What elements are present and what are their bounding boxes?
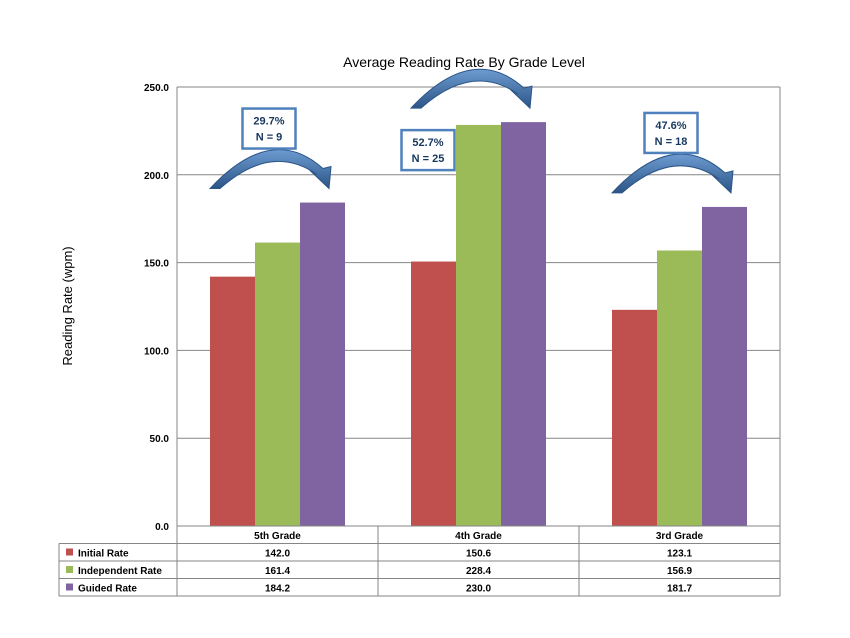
y-axis-label: Reading Rate (wpm) <box>60 246 75 365</box>
x-tick-label: 5th Grade <box>254 531 301 542</box>
legend-entry: Initial Rate <box>78 549 129 560</box>
y-tick-label: 50.0 <box>150 434 170 445</box>
y-tick-label: 250.0 <box>144 83 169 94</box>
bar <box>657 250 702 527</box>
legend-swatch <box>66 548 73 556</box>
annotation-box <box>400 128 456 172</box>
annotation-box <box>643 111 699 155</box>
bar <box>210 276 255 526</box>
curved-arrow-icon <box>208 149 332 190</box>
y-tick-label: 150.0 <box>144 259 169 270</box>
bar <box>456 124 501 527</box>
bar <box>411 261 456 526</box>
annotation-percent: 29.7% <box>253 116 284 128</box>
bars <box>210 122 747 527</box>
data-label: 123.1 <box>667 549 692 560</box>
legend-swatch <box>66 583 73 591</box>
data-label: 156.9 <box>667 566 692 577</box>
annotation-n: N = 18 <box>655 136 688 148</box>
bar <box>300 202 345 526</box>
data-label: 184.2 <box>265 584 290 595</box>
annotation-n: N = 25 <box>412 153 445 165</box>
legend-entry: Guided Rate <box>78 584 137 595</box>
data-label: 150.6 <box>466 549 491 560</box>
bar <box>255 242 300 526</box>
y-tick-label: 200.0 <box>144 171 169 182</box>
annotation-percent: 47.6% <box>655 120 686 132</box>
data-label: 230.0 <box>466 584 491 595</box>
data-label: 161.4 <box>265 566 290 577</box>
curved-arrow-icon <box>610 153 734 195</box>
data-table: 5th Grade 4th Grade 3rd Grade Initial Rate 1… <box>58 525 781 597</box>
data-label: 181.7 <box>667 584 692 595</box>
annotation-percent: 52.7% <box>412 137 443 149</box>
curved-arrow-icon <box>409 68 533 110</box>
data-label: 228.4 <box>466 566 491 577</box>
y-tick-label: 100.0 <box>144 346 169 357</box>
bar <box>501 122 546 527</box>
annotation-n: N = 9 <box>256 132 283 144</box>
legend-entry: Independent Rate <box>78 566 162 577</box>
bar <box>702 206 747 526</box>
x-tick-label: 3rd Grade <box>656 531 704 542</box>
y-tick-label: 0.0 <box>155 522 169 533</box>
data-label: 142.0 <box>265 549 290 560</box>
annotation-box <box>241 107 297 150</box>
chart-title: Average Reading Rate By Grade Level <box>343 54 585 70</box>
y-tick-labels: 0.0 50.0 100.0 150.0 200.0 250.0 <box>144 83 169 533</box>
x-tick-label: 4th Grade <box>455 531 502 542</box>
annotations: 29.7% N = 9 52.7% N = 25 47.6% N = 18 <box>208 68 734 195</box>
legend-swatch <box>66 566 73 573</box>
bar <box>612 309 657 526</box>
